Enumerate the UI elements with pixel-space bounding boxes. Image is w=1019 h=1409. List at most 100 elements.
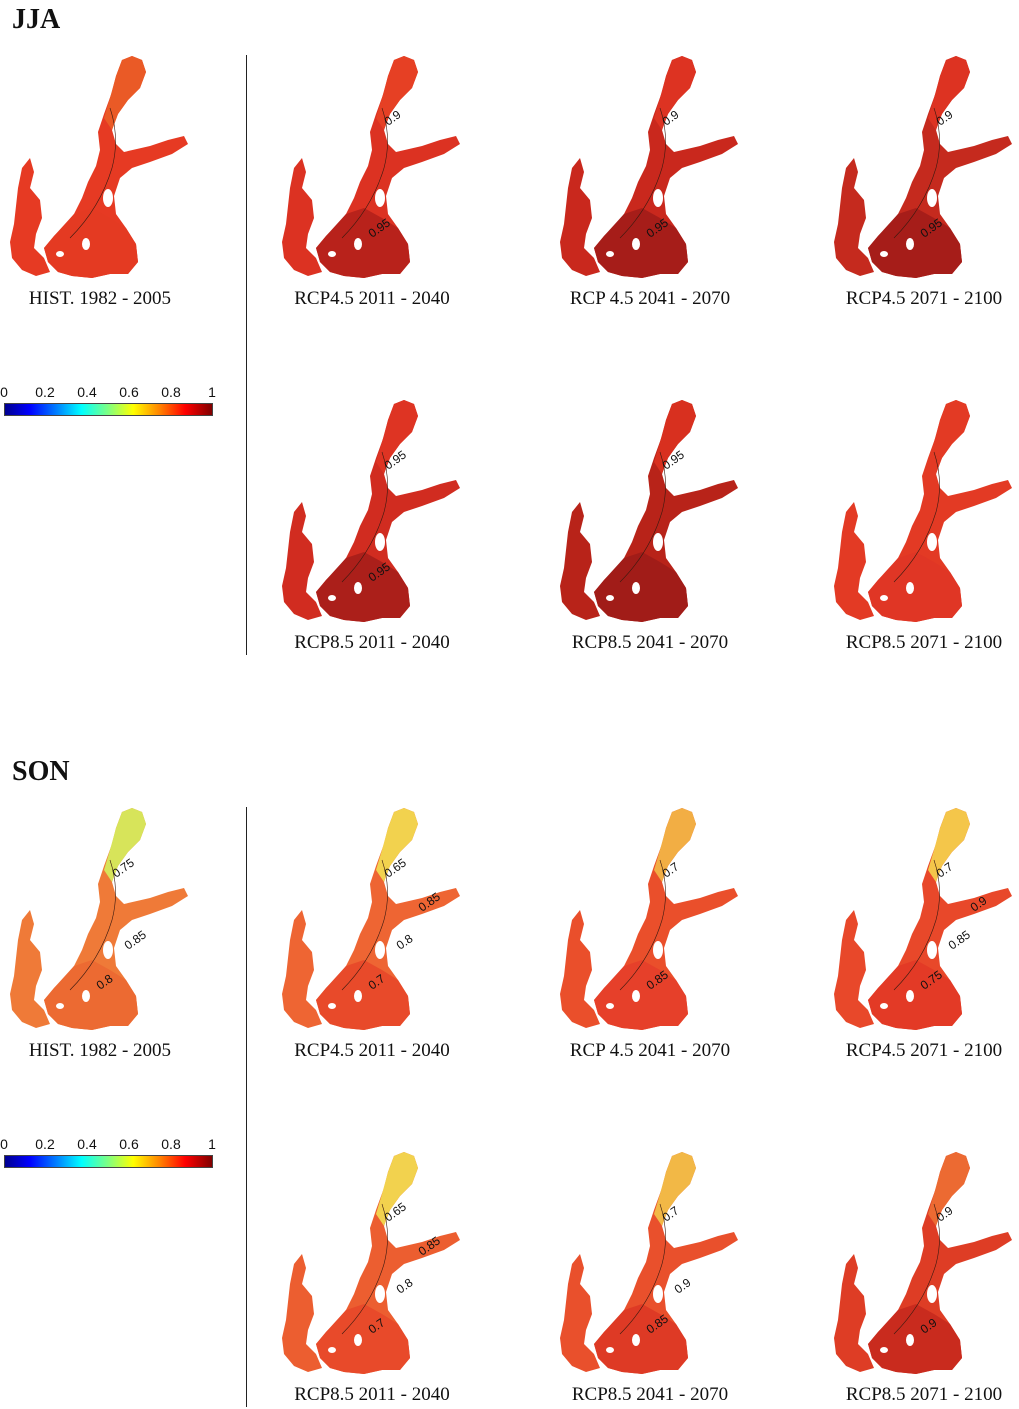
island: [906, 238, 914, 250]
map-panel: 0.7 0.85 0.9 RCP8.5 2041 - 2070: [550, 1144, 750, 1409]
kattegat-region: [834, 910, 874, 1028]
colorbar-gradient: [4, 1155, 213, 1168]
contour-line: [893, 107, 940, 239]
island: [375, 1285, 385, 1303]
bothnian-bay-region: [928, 400, 970, 474]
contour-label: 0.8: [394, 931, 416, 952]
map-panel: 0.9 0.95 RCP4.5 2071 - 2100: [824, 48, 1019, 313]
season-title: JJA: [12, 4, 61, 35]
kattegat-region: [282, 1254, 322, 1372]
island: [328, 1347, 336, 1353]
map-panel: 0.95 RCP8.5 2041 - 2070: [550, 392, 750, 657]
southern-basin-region: [316, 1304, 410, 1374]
contour-label: 0.9: [672, 1275, 694, 1296]
panel-caption: RCP4.5 2011 - 2040: [294, 1040, 450, 1061]
island: [880, 1347, 888, 1353]
baltic-map: [10, 56, 188, 278]
colorbar: 0 0.2 0.4 0.6 0.8 1: [0, 384, 220, 424]
southern-basin-region: [316, 208, 410, 278]
southern-basin-region: [868, 208, 962, 278]
island: [56, 251, 64, 257]
colorbar-tick: 0: [0, 1136, 8, 1152]
map-panel: 0.9 0.95 RCP4.5 2011 - 2040: [272, 48, 472, 313]
southern-basin-region: [316, 552, 410, 622]
baltic-map: 0.650.70.80.85: [282, 1152, 460, 1374]
island: [399, 560, 405, 568]
island: [127, 968, 133, 976]
colorbar-tick: 0.6: [119, 384, 139, 400]
map-panel: 0.7 0.75 0.85 0.9 RCP4.5 2071 - 2100: [824, 800, 1019, 1065]
island: [399, 216, 405, 224]
southern-basin-region: [594, 1304, 688, 1374]
contour-label: 0.8: [394, 1275, 416, 1296]
bothnian-bay-region: [654, 808, 696, 882]
southern-basin-region: [594, 960, 688, 1030]
island: [82, 990, 90, 1002]
colorbar-gradient: [4, 403, 213, 416]
contour-line: [619, 859, 666, 991]
map-panel: 0.75 0.8 0.85 HIST. 1982 - 2005: [0, 800, 200, 1065]
map-panel: 0.65 0.7 0.8 0.85 RCP8.5 2011 - 2040: [272, 1144, 472, 1409]
island: [375, 189, 385, 207]
map-panel: 0.95 0.95 RCP8.5 2011 - 2040: [272, 392, 472, 657]
colorbar-ticks: 0 0.2 0.4 0.6 0.8 1: [0, 384, 220, 402]
island: [632, 990, 640, 1002]
kattegat-region: [10, 910, 50, 1028]
bothnian-bay-region: [928, 1152, 970, 1226]
island: [951, 968, 957, 976]
divider-line: [246, 807, 247, 1407]
island: [632, 582, 640, 594]
panel-caption: RCP 4.5 2041 - 2070: [569, 1040, 731, 1061]
baltic-map: 0.90.95: [834, 56, 1012, 278]
section-jja: JJA HIST. 1982 - 2005 0.9 0.95 RCP4.5 201…: [0, 4, 1019, 657]
season-title: SON: [12, 756, 70, 787]
bothnian-bay-region: [376, 808, 418, 882]
island: [399, 968, 405, 976]
kattegat-region: [834, 158, 874, 276]
island: [677, 216, 683, 224]
island: [906, 1334, 914, 1346]
bothnian-bay-region: [376, 1152, 418, 1226]
island: [127, 216, 133, 224]
colorbar-tick: 0.8: [161, 1136, 181, 1152]
bothnian-bay-region: [104, 808, 146, 882]
island: [354, 238, 362, 250]
contour-line: [341, 859, 388, 991]
southern-basin-region: [316, 960, 410, 1030]
panel-caption: RCP8.5 2041 - 2070: [571, 1384, 729, 1405]
baltic-map: 0.650.70.80.85: [282, 808, 460, 1030]
panel-caption: RCP8.5 2041 - 2070: [571, 632, 729, 653]
kattegat-region: [560, 910, 600, 1028]
contour-line: [619, 107, 666, 239]
map-panel: 0.9 0.9 RCP8.5 2071 - 2100: [824, 1144, 1019, 1409]
map-panel: 0.65 0.7 0.8 0.85 RCP4.5 2011 - 2040: [272, 800, 472, 1065]
island: [632, 1334, 640, 1346]
kattegat-region: [560, 502, 600, 620]
island: [56, 1003, 64, 1009]
southern-basin-region: [44, 208, 138, 278]
island: [927, 533, 937, 551]
baltic-map: 0.90.95: [560, 56, 738, 278]
island: [653, 941, 663, 959]
island: [354, 990, 362, 1002]
panel-caption: RCP8.5 2071 - 2100: [845, 632, 1003, 653]
island: [328, 1003, 336, 1009]
island: [880, 251, 888, 257]
panel-caption: RCP8.5 2071 - 2100: [845, 1384, 1003, 1405]
colorbar-tick: 0.4: [77, 1136, 97, 1152]
island: [906, 990, 914, 1002]
section-son: SON 0.75 0.8 0.85 HIST. 1982 - 2005 0.65 0.…: [0, 752, 1019, 1409]
contour-line: [893, 1203, 940, 1335]
contour-line: [893, 859, 940, 991]
kattegat-region: [560, 158, 600, 276]
kattegat-region: [282, 910, 322, 1028]
bothnian-bay-region: [654, 56, 696, 130]
bothnian-bay-region: [654, 400, 696, 474]
southern-basin-region: [868, 960, 962, 1030]
baltic-map: 0.90.9: [834, 1152, 1012, 1374]
contour-label: 0.85: [122, 927, 149, 952]
colorbar-tick: 0: [0, 384, 8, 400]
island: [606, 1003, 614, 1009]
map-panel: 0.7 0.85 RCP 4.5 2041 - 2070: [550, 800, 750, 1065]
island: [82, 238, 90, 250]
